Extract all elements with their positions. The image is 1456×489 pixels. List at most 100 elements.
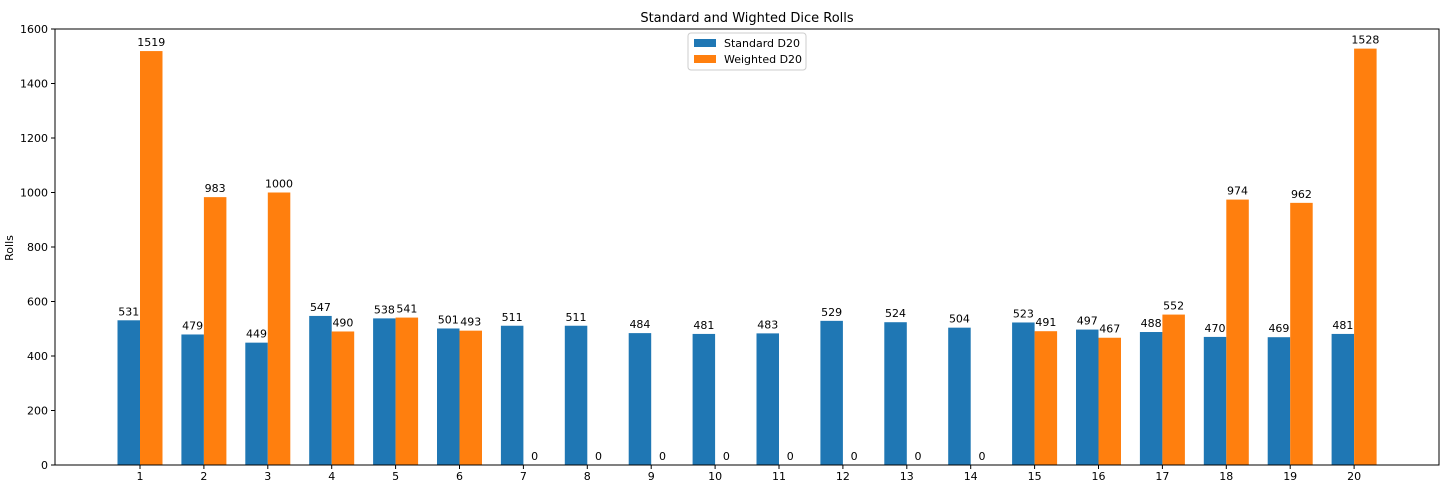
standard-value-label-1: 531 xyxy=(118,305,139,318)
standard-bar-8 xyxy=(564,325,588,465)
weighted-value-label-9: 0 xyxy=(659,450,666,463)
standard-bar-16 xyxy=(1076,329,1099,465)
legend-swatch-weighted xyxy=(694,55,716,63)
standard-value-label-9: 484 xyxy=(629,318,650,331)
y-tick-label: 400 xyxy=(27,350,48,363)
y-tick-label: 1000 xyxy=(20,187,48,200)
standard-value-label-16: 497 xyxy=(1077,315,1098,328)
x-tick-label: 12 xyxy=(836,470,850,483)
weighted-bar-5 xyxy=(395,317,419,465)
standard-bar-3 xyxy=(245,342,268,465)
standard-bar-18 xyxy=(1203,336,1227,465)
standard-value-label-11: 483 xyxy=(757,318,778,331)
x-tick-label: 1 xyxy=(137,470,144,483)
standard-value-label-17: 488 xyxy=(1141,317,1162,330)
standard-value-label-18: 470 xyxy=(1205,322,1226,335)
standard-bar-10 xyxy=(692,333,716,465)
weighted-value-label-10: 0 xyxy=(723,450,730,463)
weighted-bar-15 xyxy=(1034,331,1058,465)
weighted-bar-1 xyxy=(140,51,163,465)
standard-value-label-12: 529 xyxy=(821,306,842,319)
x-tick-label: 4 xyxy=(328,470,335,483)
weighted-value-label-20: 1528 xyxy=(1351,34,1379,47)
standard-bar-20 xyxy=(1331,333,1355,465)
y-tick-label: 200 xyxy=(27,405,48,418)
weighted-value-label-1: 1519 xyxy=(137,36,165,49)
weighted-bar-6 xyxy=(459,330,482,465)
x-tick-label: 14 xyxy=(964,470,978,483)
weighted-value-label-19: 962 xyxy=(1291,188,1312,201)
standard-bar-17 xyxy=(1139,332,1163,465)
legend-label-standard: Standard D20 xyxy=(724,37,800,50)
standard-bar-11 xyxy=(756,333,779,465)
standard-bar-12 xyxy=(820,320,843,465)
weighted-bar-4 xyxy=(331,331,355,465)
y-tick-label: 0 xyxy=(41,459,48,472)
x-tick-label: 20 xyxy=(1347,470,1361,483)
y-tick-label: 600 xyxy=(27,296,48,309)
y-tick-label: 800 xyxy=(27,241,48,254)
y-axis-label: Rolls xyxy=(3,235,16,261)
standard-value-label-10: 481 xyxy=(693,319,714,332)
x-tick-label: 18 xyxy=(1219,470,1233,483)
standard-value-label-19: 469 xyxy=(1268,322,1289,335)
standard-bar-19 xyxy=(1267,337,1291,465)
weighted-value-label-3: 1000 xyxy=(265,178,293,191)
weighted-bar-20 xyxy=(1354,48,1377,466)
x-tick-label: 10 xyxy=(708,470,722,483)
x-tick-label: 19 xyxy=(1283,470,1297,483)
weighted-value-label-12: 0 xyxy=(851,450,858,463)
x-tick-label: 15 xyxy=(1028,470,1042,483)
chart-title: Standard and Wighted Dice Rolls xyxy=(640,11,854,26)
weighted-value-label-17: 552 xyxy=(1163,300,1184,313)
weighted-bar-18 xyxy=(1226,199,1249,465)
weighted-value-label-13: 0 xyxy=(915,450,922,463)
weighted-value-label-14: 0 xyxy=(978,450,985,463)
weighted-value-label-4: 490 xyxy=(332,316,353,329)
weighted-value-label-6: 493 xyxy=(460,316,481,329)
x-tick-label: 3 xyxy=(264,470,271,483)
weighted-value-label-8: 0 xyxy=(595,450,602,463)
x-tick-label: 6 xyxy=(456,470,463,483)
x-tick-label: 17 xyxy=(1155,470,1169,483)
weighted-value-label-7: 0 xyxy=(531,450,538,463)
standard-value-label-5: 538 xyxy=(374,303,395,316)
standard-value-label-8: 511 xyxy=(566,311,587,324)
standard-bar-14 xyxy=(948,327,971,465)
x-tick-label: 16 xyxy=(1092,470,1106,483)
legend-label-weighted: Weighted D20 xyxy=(724,53,802,66)
standard-bar-15 xyxy=(1012,322,1035,465)
legend-swatch-standard xyxy=(694,39,716,47)
y-tick-label: 1400 xyxy=(20,78,48,91)
standard-value-label-7: 511 xyxy=(502,311,523,324)
y-tick-label: 1200 xyxy=(20,132,48,145)
weighted-value-label-16: 467 xyxy=(1099,323,1120,336)
standard-bar-4 xyxy=(309,315,332,465)
standard-value-label-4: 547 xyxy=(310,301,331,314)
x-tick-label: 9 xyxy=(648,470,655,483)
standard-value-label-6: 501 xyxy=(438,313,459,326)
standard-bar-2 xyxy=(181,334,204,465)
x-tick-label: 11 xyxy=(772,470,786,483)
x-tick-label: 2 xyxy=(200,470,207,483)
x-tick-label: 8 xyxy=(584,470,591,483)
weighted-value-label-11: 0 xyxy=(787,450,794,463)
weighted-bar-16 xyxy=(1098,337,1121,465)
x-tick-label: 5 xyxy=(392,470,399,483)
standard-value-label-14: 504 xyxy=(949,313,970,326)
standard-bar-5 xyxy=(373,318,396,465)
standard-bar-1 xyxy=(117,320,140,465)
x-tick-label: 13 xyxy=(900,470,914,483)
legend-box xyxy=(687,32,807,71)
weighted-bar-3 xyxy=(267,192,291,465)
standard-bar-13 xyxy=(884,322,907,465)
standard-value-label-20: 481 xyxy=(1332,319,1353,332)
x-tick-label: 7 xyxy=(520,470,527,483)
standard-bar-7 xyxy=(500,325,524,465)
standard-value-label-3: 449 xyxy=(246,328,267,341)
weighted-value-label-18: 974 xyxy=(1227,185,1248,198)
y-tick-label: 1600 xyxy=(20,23,48,36)
legend: Standard D20 Weighted D20 xyxy=(687,32,807,71)
standard-value-label-2: 479 xyxy=(182,319,203,332)
